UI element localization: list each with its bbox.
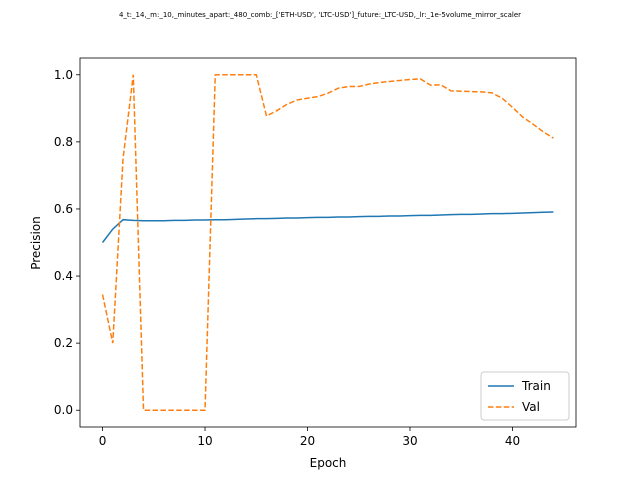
series-line-val xyxy=(101,74,554,411)
series-line-train xyxy=(101,211,554,243)
y-tick-label: 0.4 xyxy=(54,269,73,283)
legend-label-val: Val xyxy=(522,400,540,414)
x-tick-label: 20 xyxy=(300,434,315,448)
x-tick-label: 0 xyxy=(99,434,107,448)
legend-label-train: Train xyxy=(521,379,551,393)
plot-area xyxy=(79,57,577,428)
x-axis-label: Epoch xyxy=(310,456,347,470)
y-tick-label: 0.2 xyxy=(54,336,73,350)
x-tick-label: 40 xyxy=(505,434,520,448)
chart-title: 4_t:_14,_m:_10,_minutes_apart:_480_comb:… xyxy=(119,11,521,19)
x-tick-label: 10 xyxy=(197,434,212,448)
y-axis-label: Precision xyxy=(29,216,43,270)
y-tick-label: 0.0 xyxy=(54,403,73,417)
y-tick-label: 0.8 xyxy=(54,135,73,149)
x-tick-label: 30 xyxy=(402,434,417,448)
y-tick-label: 1.0 xyxy=(54,68,73,82)
y-tick-label: 0.6 xyxy=(54,202,73,216)
legend-box xyxy=(480,371,570,421)
legend: Train Val xyxy=(480,371,570,421)
